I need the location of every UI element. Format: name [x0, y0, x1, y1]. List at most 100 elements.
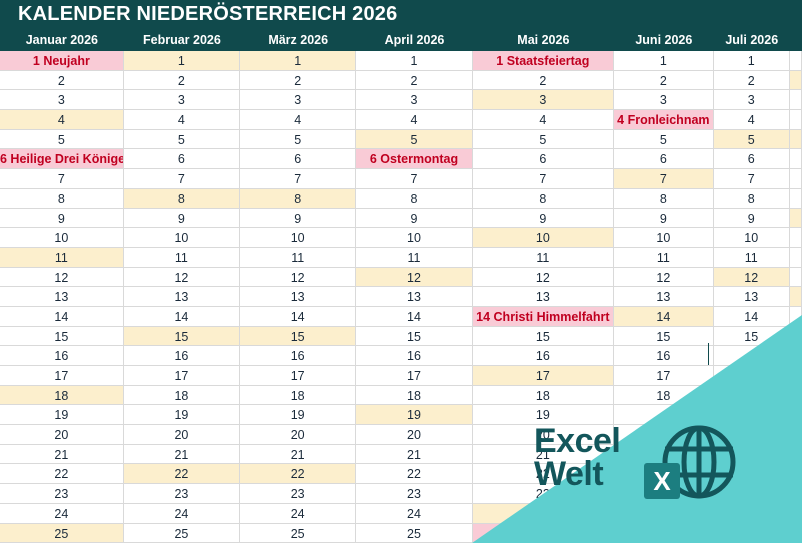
day-cell[interactable]: 6 Ostermontag	[356, 149, 473, 170]
day-cell[interactable]: 2	[356, 70, 473, 91]
day-cell[interactable]: 14	[356, 306, 473, 327]
day-cell[interactable]: 4	[356, 110, 473, 130]
day-cell[interactable]: 16	[356, 346, 473, 366]
day-cell[interactable]: 6	[240, 149, 357, 170]
month-header-6[interactable]: Juni 2026	[635, 33, 693, 47]
month-header-1[interactable]: Januar 2026	[25, 33, 99, 47]
day-cell[interactable]: 16	[0, 346, 124, 366]
day-cell[interactable]: 3	[614, 90, 714, 111]
day-cell[interactable]: 6	[123, 149, 241, 170]
day-cell[interactable]	[713, 346, 790, 366]
day-cell[interactable]: 23	[356, 484, 473, 504]
day-cell[interactable]	[789, 129, 802, 150]
day-cell[interactable]: 15	[123, 326, 241, 347]
day-cell[interactable]: 14	[614, 306, 714, 327]
day-cell[interactable]: 2	[123, 70, 241, 91]
day-cell[interactable]: 11	[240, 247, 357, 268]
day-cell[interactable]: 12	[123, 267, 241, 288]
day-cell[interactable]: 3	[0, 90, 124, 111]
day-cell[interactable]: 24	[0, 503, 124, 524]
day-cell[interactable]: 1	[240, 51, 357, 71]
day-cell[interactable]: 7	[472, 169, 615, 189]
month-header-3[interactable]: März 2026	[268, 33, 329, 47]
day-cell[interactable]	[789, 287, 802, 307]
month-header-5[interactable]: Mai 2026	[517, 33, 570, 47]
day-cell[interactable]: 7	[123, 169, 241, 189]
day-cell[interactable]	[614, 484, 714, 504]
day-cell[interactable]: 14	[240, 306, 357, 327]
month-header-7[interactable]: Juli 2026	[725, 33, 779, 47]
day-cell[interactable]: 22	[472, 464, 615, 485]
day-cell[interactable]: 6 Heilige Drei Könige	[0, 149, 124, 170]
day-cell[interactable]: 9	[0, 208, 124, 229]
day-cell[interactable]: 13	[0, 287, 124, 307]
month-header-8[interactable]	[790, 29, 802, 51]
day-cell[interactable]: 12	[356, 267, 473, 288]
day-cell[interactable]: 25	[123, 523, 241, 543]
day-cell[interactable]	[713, 425, 790, 445]
day-cell[interactable]: 25	[0, 523, 124, 543]
day-cell[interactable]: 16	[240, 346, 357, 366]
day-cell[interactable]: 8	[123, 188, 241, 209]
day-cell[interactable]: 19	[472, 405, 615, 426]
day-cell[interactable]: 3	[240, 90, 357, 111]
day-cell[interactable]	[614, 523, 714, 543]
day-cell[interactable]: 7	[614, 169, 714, 189]
day-cell[interactable]: 24	[123, 503, 241, 524]
day-cell[interactable]: 10	[123, 228, 241, 248]
day-cell[interactable]	[789, 405, 802, 426]
day-cell[interactable]: 5	[240, 129, 357, 150]
day-cell[interactable]: 22	[356, 464, 473, 485]
day-cell[interactable]: 10	[240, 228, 357, 248]
day-cell[interactable]	[789, 425, 802, 445]
day-cell[interactable]: 17	[0, 366, 124, 386]
day-cell[interactable]: 16	[123, 346, 241, 366]
day-cell[interactable]: 13	[356, 287, 473, 307]
day-cell[interactable]: 4	[0, 110, 124, 130]
day-cell[interactable]: 8	[0, 188, 124, 209]
day-cell[interactable]: 19	[240, 405, 357, 426]
day-cell[interactable]: 2	[0, 70, 124, 91]
day-cell[interactable]: 18	[356, 385, 473, 406]
day-cell[interactable]: 4	[472, 110, 615, 130]
day-cell[interactable]: 25	[356, 523, 473, 543]
day-cell[interactable]: 18	[472, 385, 615, 406]
month-header-2[interactable]: Februar 2026	[142, 33, 221, 47]
day-cell[interactable]: 20	[123, 425, 241, 445]
day-cell[interactable]: 2	[713, 70, 790, 91]
day-cell[interactable]	[789, 484, 802, 504]
day-cell[interactable]	[713, 523, 790, 543]
day-cell[interactable]: 8	[713, 188, 790, 209]
day-cell[interactable]: 1	[123, 51, 241, 71]
day-cell[interactable]	[789, 208, 802, 229]
day-cell[interactable]: 23	[472, 484, 615, 504]
day-cell[interactable]	[789, 267, 802, 288]
day-cell[interactable]: 1 Neujahr	[0, 51, 124, 71]
day-cell[interactable]: 21	[356, 444, 473, 465]
day-cell[interactable]: 14	[713, 306, 790, 327]
day-cell[interactable]: 18	[240, 385, 357, 406]
day-cell[interactable]: 21	[472, 444, 615, 465]
day-cell[interactable]: 13	[614, 287, 714, 307]
day-cell[interactable]: 4	[123, 110, 241, 130]
day-cell[interactable]: 15	[614, 326, 714, 347]
day-cell[interactable]: 7	[240, 169, 357, 189]
day-cell[interactable]: 17	[356, 366, 473, 386]
day-cell[interactable]: 22	[0, 464, 124, 485]
day-cell[interactable]: 11	[356, 247, 473, 268]
day-cell[interactable]	[713, 366, 790, 386]
day-cell[interactable]: 9	[123, 208, 241, 229]
day-cell[interactable]: 20	[0, 425, 124, 445]
day-cell[interactable]: 7	[0, 169, 124, 189]
day-cell[interactable]: 8	[356, 188, 473, 209]
day-cell[interactable]	[789, 366, 802, 386]
day-cell[interactable]: 10	[713, 228, 790, 248]
day-cell[interactable]: 10	[0, 228, 124, 248]
day-cell[interactable]: 12	[0, 267, 124, 288]
day-cell[interactable]	[789, 70, 802, 91]
day-cell[interactable]: 16	[472, 346, 615, 366]
day-cell[interactable]	[614, 503, 714, 524]
day-cell[interactable]: 12	[472, 267, 615, 288]
day-cell[interactable]: 8	[614, 188, 714, 209]
day-cell[interactable]: 17	[123, 366, 241, 386]
